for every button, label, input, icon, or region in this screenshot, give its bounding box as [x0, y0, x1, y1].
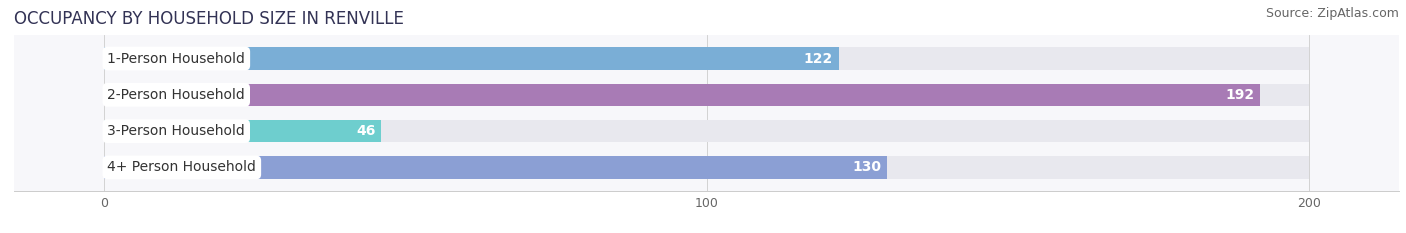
- Text: OCCUPANCY BY HOUSEHOLD SIZE IN RENVILLE: OCCUPANCY BY HOUSEHOLD SIZE IN RENVILLE: [14, 10, 404, 28]
- Bar: [104, 47, 1309, 70]
- Bar: [104, 47, 839, 70]
- Text: 192: 192: [1226, 88, 1254, 102]
- Bar: [104, 120, 381, 142]
- Bar: [104, 156, 1309, 179]
- Bar: [104, 156, 887, 179]
- Text: 46: 46: [356, 124, 375, 138]
- Text: 1-Person Household: 1-Person Household: [107, 51, 245, 65]
- Text: 2-Person Household: 2-Person Household: [107, 88, 245, 102]
- Text: 4+ Person Household: 4+ Person Household: [107, 161, 256, 175]
- Text: Source: ZipAtlas.com: Source: ZipAtlas.com: [1265, 7, 1399, 20]
- Bar: [104, 120, 1309, 142]
- Bar: [104, 84, 1261, 106]
- Text: 3-Person Household: 3-Person Household: [107, 124, 245, 138]
- Text: 130: 130: [852, 161, 882, 175]
- Text: 122: 122: [804, 51, 832, 65]
- Bar: [104, 84, 1309, 106]
